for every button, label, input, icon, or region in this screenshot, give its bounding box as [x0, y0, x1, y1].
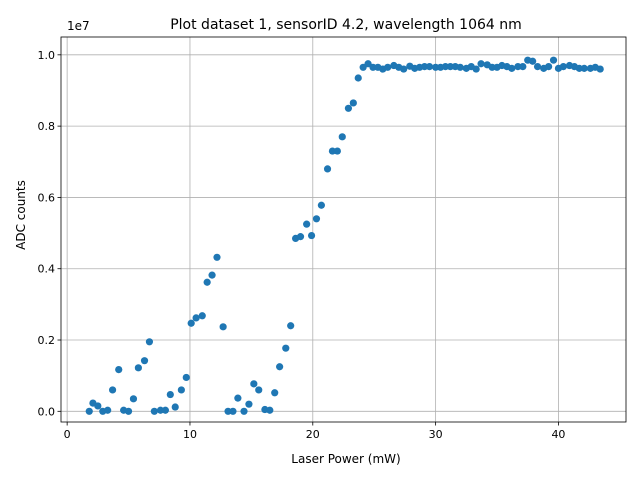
- data-point: [208, 271, 216, 279]
- x-tick-label: 20: [306, 428, 320, 441]
- x-tick-label: 0: [64, 428, 71, 441]
- data-point: [104, 406, 112, 414]
- data-point: [303, 220, 311, 228]
- data-point: [213, 253, 221, 261]
- data-point: [323, 165, 332, 173]
- data-point: [234, 394, 242, 402]
- y-tick-label: 0.8: [38, 120, 56, 133]
- data-points: [85, 56, 604, 415]
- data-point: [333, 147, 341, 155]
- plot-frame: [60, 36, 627, 423]
- data-point: [161, 406, 170, 414]
- data-point: [94, 402, 102, 410]
- y-axis-offset-label: 1e7: [67, 19, 90, 33]
- data-point: [533, 62, 542, 71]
- data-point: [508, 64, 516, 72]
- chart-title: Plot dataset 1, sensorID 4.2, wavelength…: [170, 17, 522, 33]
- x-tick-label: 40: [551, 428, 565, 441]
- data-point: [150, 407, 158, 415]
- data-point: [349, 99, 357, 107]
- data-point: [171, 403, 179, 411]
- data-point: [166, 390, 174, 399]
- data-point: [145, 338, 154, 346]
- data-point: [115, 365, 123, 374]
- y-tick-label: 0.6: [38, 191, 56, 204]
- data-point: [519, 62, 527, 71]
- x-axis-label: Laser Power (mW): [291, 452, 400, 466]
- data-point: [344, 104, 353, 112]
- data-point: [108, 386, 117, 394]
- data-point: [229, 407, 237, 415]
- data-point: [580, 64, 588, 72]
- data-point: [182, 373, 190, 382]
- data-point: [282, 344, 290, 352]
- data-point: [129, 395, 138, 403]
- data-point: [529, 57, 537, 65]
- data-point: [250, 380, 258, 388]
- data-point: [85, 407, 93, 415]
- data-point: [240, 407, 248, 415]
- x-tick-label: 30: [429, 428, 443, 441]
- data-point: [255, 386, 263, 394]
- data-point: [545, 62, 553, 71]
- data-point: [276, 363, 284, 371]
- data-point: [472, 65, 480, 73]
- data-point: [245, 400, 253, 408]
- data-point: [400, 65, 408, 73]
- y-tick-label: 1.0: [38, 49, 56, 62]
- data-point: [354, 74, 362, 82]
- data-point: [425, 62, 434, 71]
- data-point: [124, 407, 133, 415]
- y-axis-label: ADC counts: [14, 180, 28, 250]
- data-point: [140, 357, 149, 365]
- x-axis: 0 10 20 30 40: [64, 422, 565, 441]
- x-tick-label: 10: [183, 428, 197, 441]
- data-point: [198, 312, 206, 320]
- data-point: [219, 323, 227, 331]
- data-point: [203, 278, 211, 286]
- data-point: [477, 60, 485, 68]
- data-point: [312, 215, 321, 223]
- data-point: [317, 201, 325, 209]
- data-point: [559, 62, 567, 71]
- grid-lines: [61, 37, 626, 422]
- data-point: [192, 314, 200, 322]
- y-axis: 0.0 0.2 0.4 0.6 0.8 1.0: [38, 49, 61, 418]
- data-point: [271, 389, 279, 397]
- data-point: [384, 63, 392, 71]
- data-point: [266, 406, 274, 414]
- data-point: [177, 386, 185, 394]
- data-point: [456, 63, 464, 71]
- data-point: [338, 133, 346, 141]
- y-tick-label: 0.2: [38, 334, 56, 347]
- data-point: [307, 231, 316, 240]
- y-tick-label: 0.0: [38, 405, 56, 418]
- data-point: [134, 364, 142, 372]
- data-point: [287, 322, 295, 330]
- data-point: [549, 56, 558, 64]
- data-point: [187, 319, 195, 327]
- data-point: [296, 233, 305, 241]
- y-tick-label: 0.4: [38, 263, 56, 276]
- data-point: [596, 65, 604, 73]
